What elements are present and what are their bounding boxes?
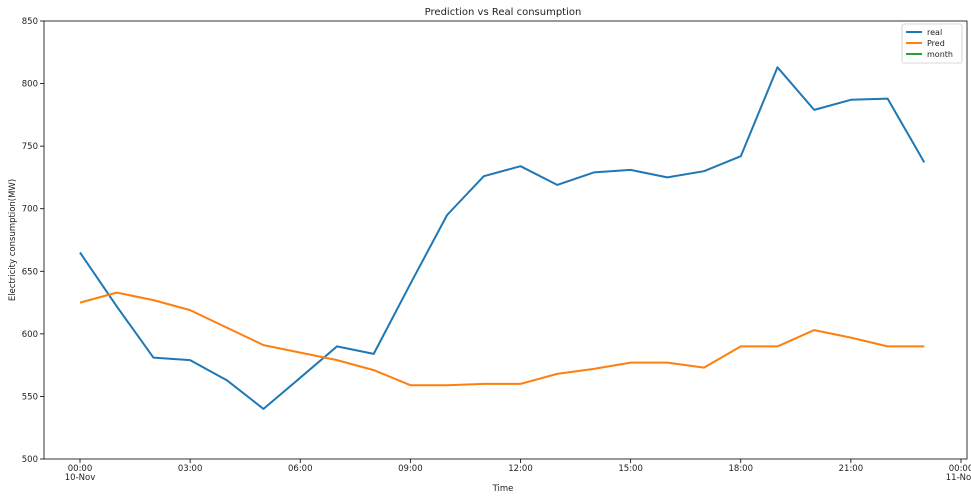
plot-area: 50055060065070075080085000:0010-Nov03:00… — [22, 17, 971, 483]
legend-label-real: real — [927, 28, 942, 37]
x-tick-label: 15:00 — [618, 464, 643, 474]
x-tick-label: 09:00 — [398, 464, 423, 474]
x-axis-title: Time — [492, 484, 514, 494]
legend: real Pred month — [901, 23, 963, 64]
y-tick-label: 800 — [22, 80, 38, 90]
y-tick-label: 650 — [22, 267, 38, 277]
series-line-real — [79, 66, 926, 410]
x-tick-label: 21:00 — [839, 464, 864, 474]
y-tick-label: 700 — [22, 205, 38, 215]
legend-label-pred: Pred — [927, 39, 945, 48]
y-tick-label: 500 — [22, 455, 38, 465]
x-tick-label: 06:00 — [288, 464, 313, 474]
x-tick-label: 00:00 — [68, 464, 93, 474]
y-tick-label: 850 — [22, 17, 38, 27]
y-axis-title: Electricity consumption(MW) — [8, 179, 18, 301]
legend-label-month: month — [927, 50, 953, 59]
x-tick-label: 03:00 — [178, 464, 203, 474]
chart-title: Prediction vs Real consumption — [425, 7, 582, 18]
y-tick-label: 600 — [22, 330, 38, 340]
x-tick-label: 12:00 — [508, 464, 533, 474]
x-tick-label: 00:00 — [949, 464, 971, 474]
x-tick-label: 18:00 — [729, 464, 754, 474]
series-line-pred — [79, 291, 925, 387]
y-tick-label: 750 — [22, 142, 38, 152]
plot-frame — [43, 20, 968, 460]
y-tick-label: 550 — [22, 392, 38, 402]
x-tick-date-label: 10-Nov — [65, 473, 95, 483]
x-tick-date-label: 11-Nov — [946, 473, 971, 483]
